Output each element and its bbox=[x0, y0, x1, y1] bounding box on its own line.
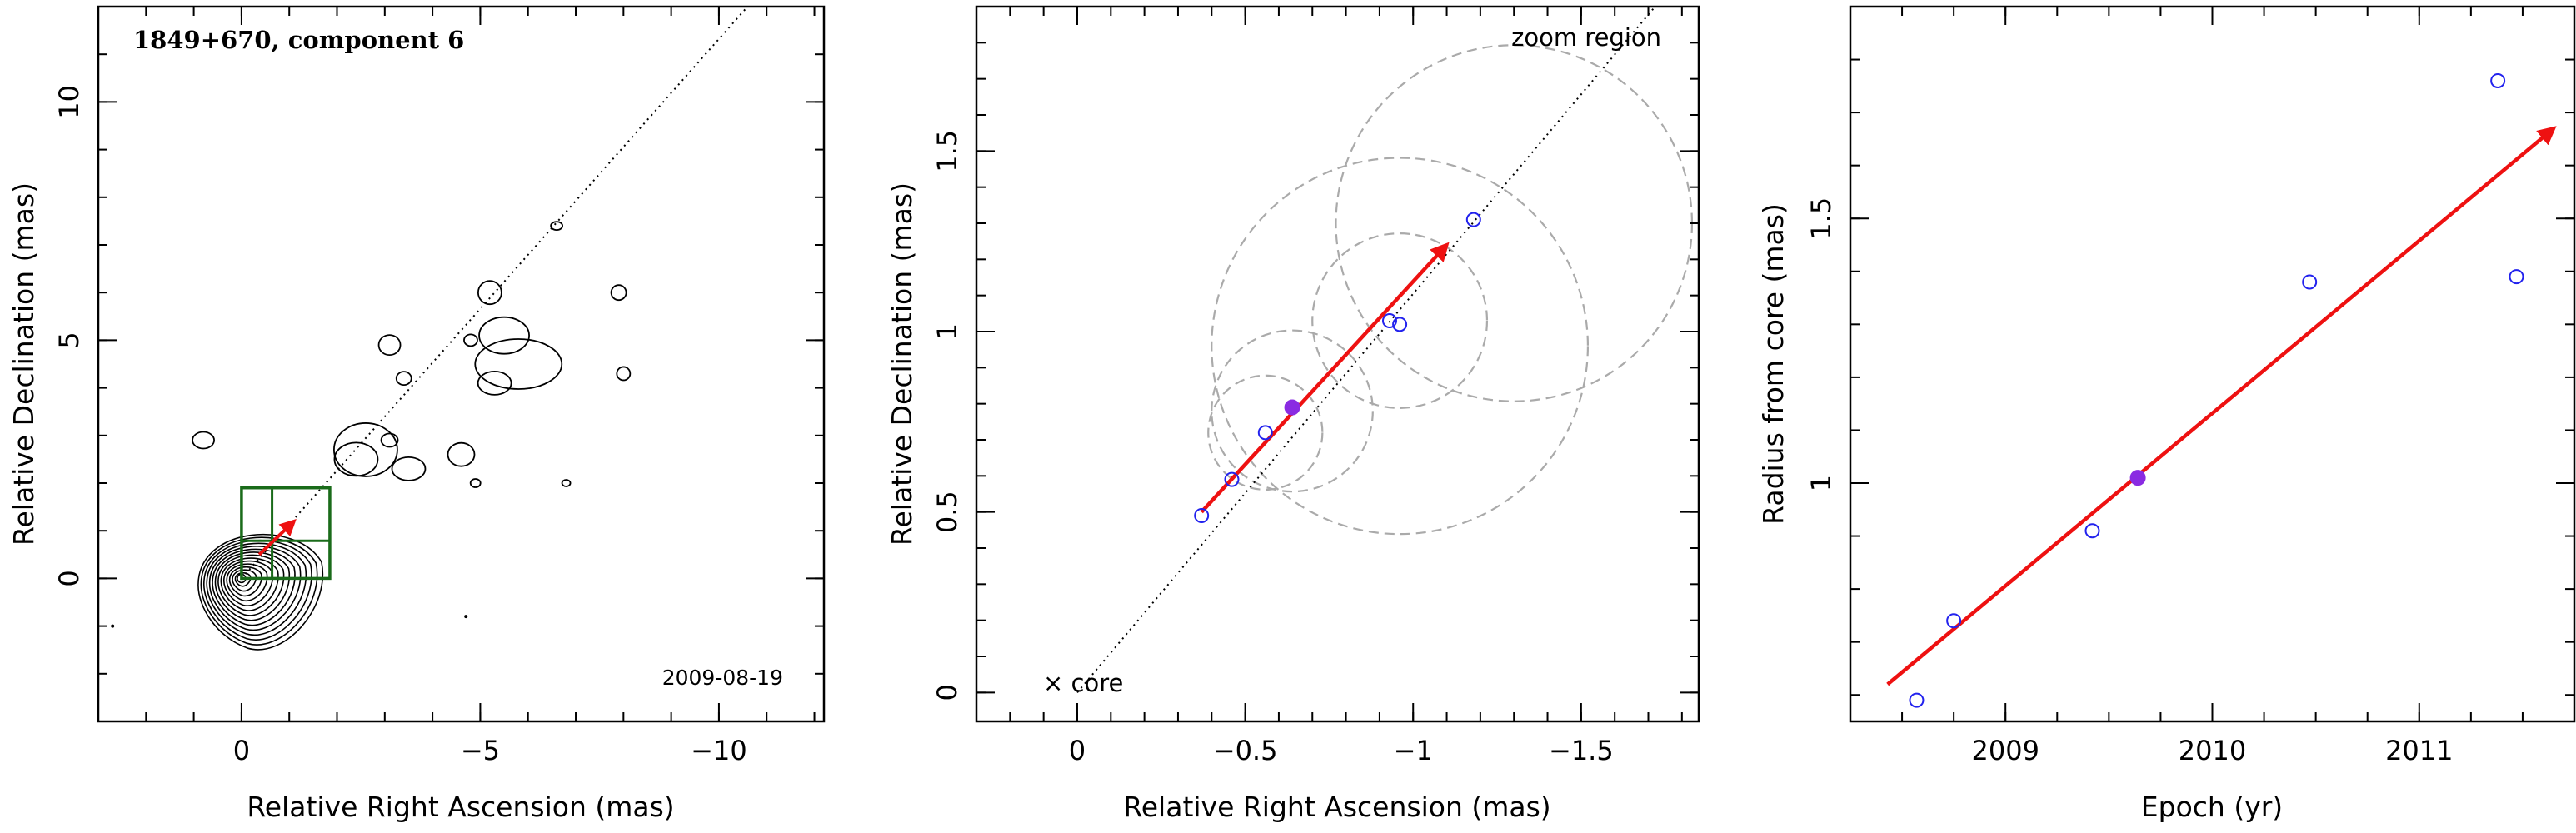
x-tick-label: 2011 bbox=[2385, 735, 2453, 766]
y-tick-label: 1 bbox=[931, 323, 963, 340]
map-frame bbox=[97, 5, 826, 723]
core-contour bbox=[208, 546, 302, 631]
zoom-box bbox=[240, 486, 332, 581]
zoom-frame bbox=[975, 5, 1700, 723]
jet-contour bbox=[332, 422, 398, 477]
motion-arrow bbox=[1200, 242, 1450, 514]
position-point bbox=[1224, 471, 1240, 487]
panel-zoom: 0 −0.5 −1 −1.5 0 0.5 1 1.5 zoom region × core R… bbox=[886, 5, 1700, 823]
x-tick-label: 2010 bbox=[2179, 735, 2246, 766]
jet-contour bbox=[616, 366, 632, 382]
noise-dot bbox=[111, 624, 115, 628]
jet-contour bbox=[469, 478, 482, 488]
x-tick-label: −1 bbox=[1394, 735, 1433, 766]
radius-y-axis-label: Radius from core (mas) bbox=[1757, 203, 1790, 525]
zoom-plot-area bbox=[1076, 6, 1694, 693]
jet-contour bbox=[463, 333, 478, 347]
motion-arrow bbox=[257, 518, 297, 556]
uncertainty-circle bbox=[1211, 329, 1374, 493]
x-tick-label: −1.5 bbox=[1549, 735, 1614, 766]
fit-arrow bbox=[1886, 126, 2557, 686]
jet-contour bbox=[395, 371, 412, 387]
core-contour bbox=[228, 566, 262, 597]
core-contour bbox=[197, 533, 324, 651]
jet-contour bbox=[550, 221, 564, 232]
jet-contour bbox=[474, 338, 563, 390]
position-point bbox=[1194, 508, 1210, 523]
jet-contour bbox=[333, 441, 379, 477]
y-tick-label: 1 bbox=[1805, 475, 1837, 491]
reference-epoch-point bbox=[1284, 399, 1300, 416]
jet-direction-line bbox=[1076, 6, 1656, 693]
panel-map: 0 −5 −10 0 5 10 1849+670, component 6 2009-08… bbox=[7, 5, 826, 823]
radius-point bbox=[2084, 523, 2100, 539]
position-point bbox=[1382, 313, 1398, 328]
uncertainty-circle bbox=[1311, 232, 1489, 409]
core-contour bbox=[220, 557, 279, 611]
noise-dot bbox=[464, 615, 468, 619]
jet-contour bbox=[610, 284, 627, 302]
x-tick-label: 0 bbox=[233, 735, 250, 766]
jet-contour bbox=[391, 456, 427, 481]
radius-plot-area bbox=[1886, 72, 2557, 708]
jet-contour bbox=[377, 334, 402, 357]
radius-x-axis-label: Epoch (yr) bbox=[2141, 791, 2283, 823]
map-x-axis-label: Relative Right Ascension (mas) bbox=[247, 791, 674, 823]
jet-contour bbox=[477, 280, 502, 306]
jet-contour bbox=[380, 432, 399, 448]
radius-point bbox=[2302, 274, 2318, 290]
core-contour bbox=[202, 540, 312, 641]
uncertainty-circle bbox=[1207, 374, 1324, 491]
uncertainty-circle bbox=[1335, 44, 1694, 402]
x-tick-label: −10 bbox=[691, 735, 747, 766]
y-tick-label: 5 bbox=[53, 332, 85, 348]
core-contour bbox=[214, 551, 291, 621]
zoom-ticks: 0 −0.5 −1 −1.5 0 0.5 1 1.5 bbox=[931, 6, 1699, 766]
zoom-y-axis-label: Relative Declination (mas) bbox=[886, 182, 918, 546]
jet-contour bbox=[477, 370, 512, 396]
panel-radius: 2009 2010 2011 1 1.5 Epoch (yr) Radius from … bbox=[1757, 5, 2576, 823]
radius-frame bbox=[1849, 5, 2576, 723]
radius-point bbox=[1909, 692, 1925, 708]
x-tick-label: 2009 bbox=[1971, 735, 2039, 766]
radius-point bbox=[2490, 72, 2506, 88]
position-point bbox=[1465, 212, 1481, 227]
x-tick-label: −5 bbox=[461, 735, 500, 766]
jet-contour bbox=[478, 316, 530, 355]
map-plot-area bbox=[111, 6, 749, 651]
jet-contour bbox=[561, 479, 572, 487]
y-tick-label: 0 bbox=[931, 684, 963, 701]
radius-ticks: 2009 2010 2011 1 1.5 bbox=[1805, 6, 2575, 766]
jet-contour bbox=[192, 431, 215, 450]
zoom-core-label: × core bbox=[1043, 669, 1123, 697]
position-point bbox=[1392, 317, 1408, 332]
y-tick-label: 0.5 bbox=[931, 491, 963, 533]
y-tick-label: 1.5 bbox=[1805, 197, 1837, 240]
y-tick-label: 10 bbox=[53, 85, 85, 119]
core-contour bbox=[217, 554, 285, 616]
radius-point bbox=[2509, 269, 2524, 285]
jet-direction-line bbox=[241, 6, 749, 580]
map-y-axis-label: Relative Declination (mas) bbox=[7, 182, 40, 546]
map-title: 1849+670, component 6 bbox=[133, 26, 464, 54]
map-ticks: 0 −5 −10 0 5 10 bbox=[53, 6, 824, 766]
x-tick-label: −0.5 bbox=[1213, 735, 1278, 766]
core-contour bbox=[200, 536, 318, 646]
zoom-x-axis-label: Relative Right Ascension (mas) bbox=[1123, 791, 1550, 823]
position-point bbox=[1257, 425, 1273, 441]
core-contour bbox=[206, 542, 307, 636]
radius-point bbox=[1946, 613, 1962, 629]
uncertainty-circle bbox=[1211, 157, 1590, 536]
y-tick-label: 1.5 bbox=[931, 130, 963, 172]
reference-epoch-point bbox=[2129, 470, 2146, 486]
zoom-region-label: zoom region bbox=[1511, 23, 1661, 52]
map-epoch-label: 2009-08-19 bbox=[662, 666, 783, 690]
jet-contour bbox=[447, 441, 476, 467]
x-tick-label: 0 bbox=[1069, 735, 1086, 766]
y-tick-label: 0 bbox=[53, 570, 85, 586]
